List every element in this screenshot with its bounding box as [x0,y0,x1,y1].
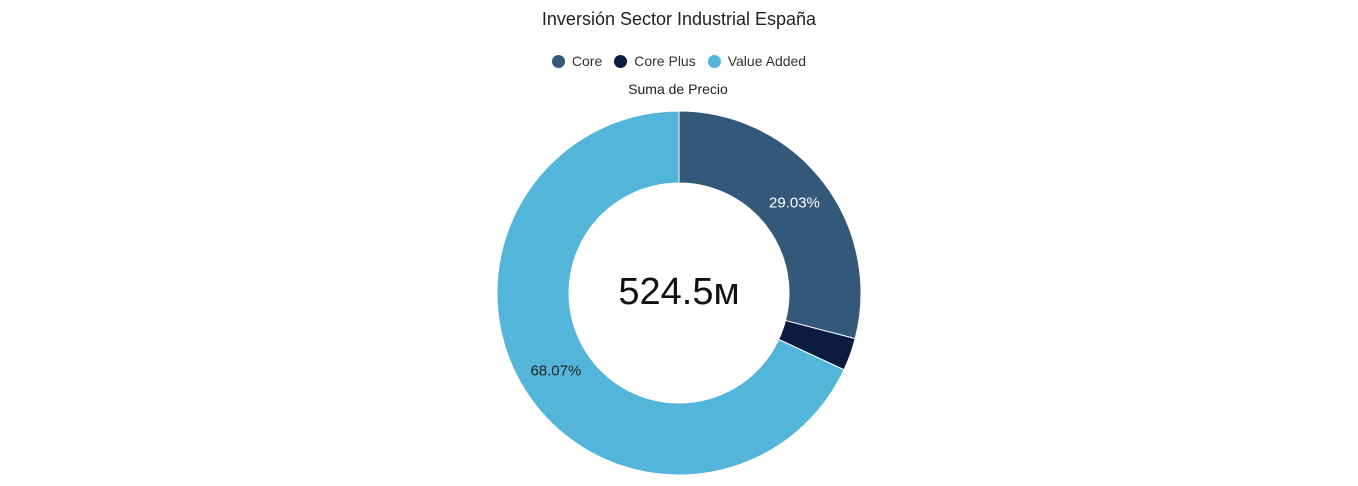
slice-label-core: 29.03% [769,195,820,212]
chart-title: Inversión Sector Industrial España [541,9,817,29]
chart-subtitle: Suma de Precio [628,81,728,97]
legend-item-value-added[interactable]: Value Added [707,53,807,69]
chart-legend: Core Core Plus Value Added [0,53,1358,69]
slice-core[interactable] [678,110,862,340]
slice-value-added[interactable] [496,110,845,476]
legend-swatch-core [551,54,565,68]
legend-item-core[interactable]: Core [551,53,603,69]
slice-label-value-added: 68.07% [530,362,581,379]
legend-label-core-plus: Core Plus [634,53,696,69]
legend-label-core: Core [571,53,603,69]
legend-swatch-value-added [707,54,721,68]
legend-label-value-added: Value Added [727,53,807,69]
center-total-label: 524.5м [618,271,739,313]
legend-item-core-plus[interactable]: Core Plus [614,53,696,69]
donut-slices [496,110,862,476]
legend-swatch-core-plus [614,54,628,68]
slice-labels: 29.03% 68.07% [530,195,819,380]
